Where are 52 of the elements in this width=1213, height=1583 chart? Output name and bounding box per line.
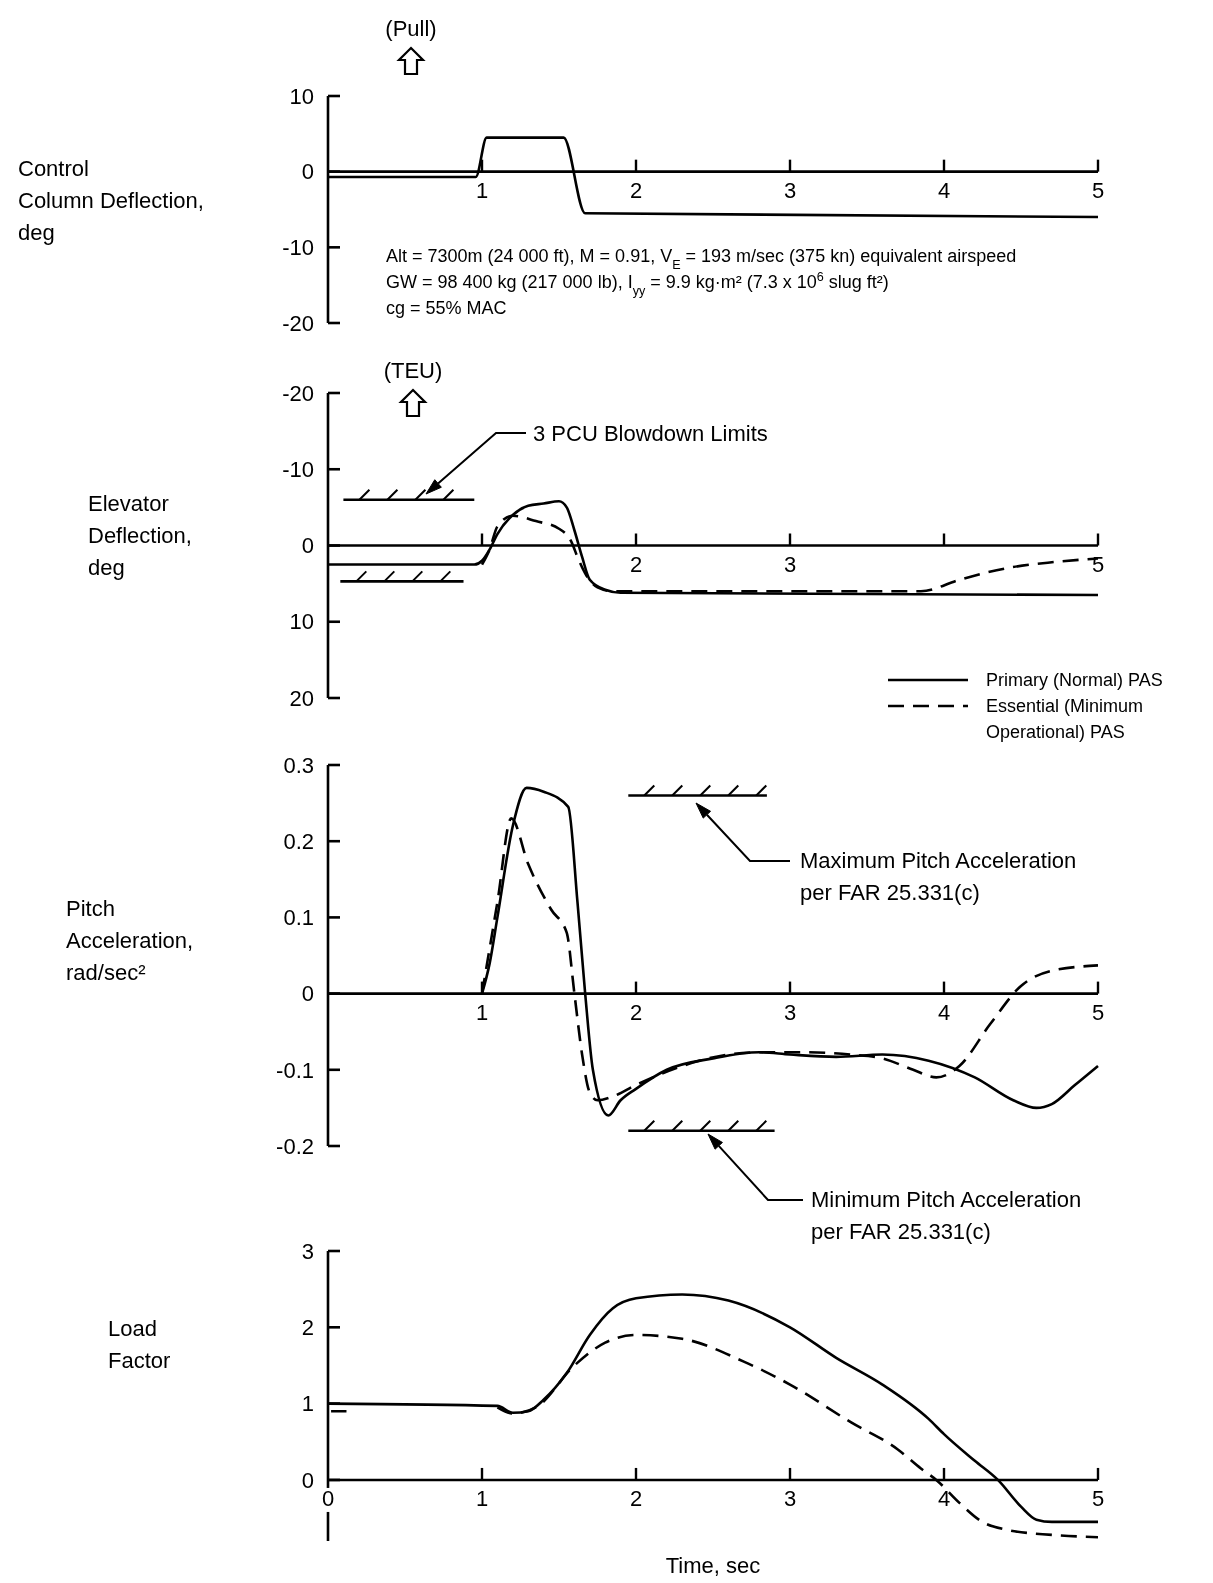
x-tick-label: 4 — [937, 999, 951, 1025]
y-tick-label: 0 — [301, 159, 314, 185]
y-tick-label: 10 — [289, 609, 314, 635]
x-tick-label: 1 — [475, 177, 489, 203]
x-tick-label: 3 — [783, 177, 797, 203]
y-axis-title: Elevator Deflection, deg — [88, 491, 192, 580]
x-tick-label: 2 — [629, 1485, 643, 1511]
y-tick-label: 0.1 — [283, 905, 314, 931]
y-axis-title: Control Column Deflection, deg — [18, 156, 204, 245]
x-tick-label: 3 — [783, 999, 797, 1025]
text: (Pull) — [385, 16, 437, 41]
x-tick-label: 0 — [321, 1485, 335, 1511]
x-tick-label: 2 — [629, 177, 643, 203]
y-tick-label: 3 — [301, 1238, 314, 1264]
text: (TEU) — [383, 358, 443, 383]
x-tick-label: 2 — [629, 999, 643, 1025]
x-tick-label: 4 — [937, 177, 951, 203]
y-tick-label: 0.2 — [283, 828, 314, 854]
y-tick-label: 0.3 — [283, 752, 314, 778]
legend-label: Essential (Minimum Operational) PAS — [986, 696, 1144, 743]
y-tick-label: -10 — [282, 235, 314, 261]
y-tick-label: -20 — [282, 310, 314, 336]
x-tick-label: 4 — [937, 1485, 951, 1511]
x-tick-label: 1 — [475, 1485, 489, 1511]
y-tick-label: 10 — [289, 83, 314, 109]
y-tick-label: 0 — [301, 1467, 314, 1493]
x-tick-label: 5 — [1091, 1485, 1105, 1511]
y-axis-title: Load Factor — [108, 1316, 171, 1373]
legend-label: Primary (Normal) PAS — [986, 670, 1163, 691]
x-tick-label: 2 — [629, 551, 643, 577]
y-tick-label: 2 — [301, 1315, 314, 1341]
x-tick-label: 5 — [1091, 177, 1105, 203]
x-axis-title: Time, sec — [665, 1553, 761, 1578]
x-tick-label: 5 — [1091, 999, 1105, 1025]
x-tick-label: 3 — [783, 1485, 797, 1511]
y-tick-label: -10 — [282, 456, 314, 482]
y-tick-label: -0.2 — [276, 1133, 314, 1159]
annotation: 3 PCU Blowdown Limits — [533, 421, 768, 446]
x-tick-label: 3 — [783, 551, 797, 577]
y-tick-label: -0.1 — [276, 1057, 314, 1083]
y-tick-label: 0 — [301, 533, 314, 559]
annotation: GW = 98 400 kg (217 000 lb), I$_{yy}$ = 9.9 kg·m² (7.3 x 10$^{6}$ slug ft²) — [386, 270, 889, 298]
y-tick-label: 1 — [301, 1391, 314, 1417]
y-tick-label: -20 — [282, 380, 314, 406]
annotation: Maximum Pitch Acceleration per FAR 25.331(c) — [800, 848, 1077, 905]
text: Minimum Pitch Acceleration per FAR 25.331(c) — [811, 1187, 1082, 1244]
y-tick-label: 20 — [289, 685, 314, 711]
y-tick-label: 0 — [301, 981, 314, 1007]
annotation: cg = 55% MAC — [386, 298, 507, 318]
annotation: Alt = 7300m (24 000 ft), M = 0.91, V$_{E}$ = 193 m/sec (375 kn) equivalent airspeed — [386, 246, 1017, 272]
y-axis-title: Pitch Acceleration, rad/sec² — [66, 896, 194, 985]
x-tick-label: 1 — [475, 999, 489, 1025]
